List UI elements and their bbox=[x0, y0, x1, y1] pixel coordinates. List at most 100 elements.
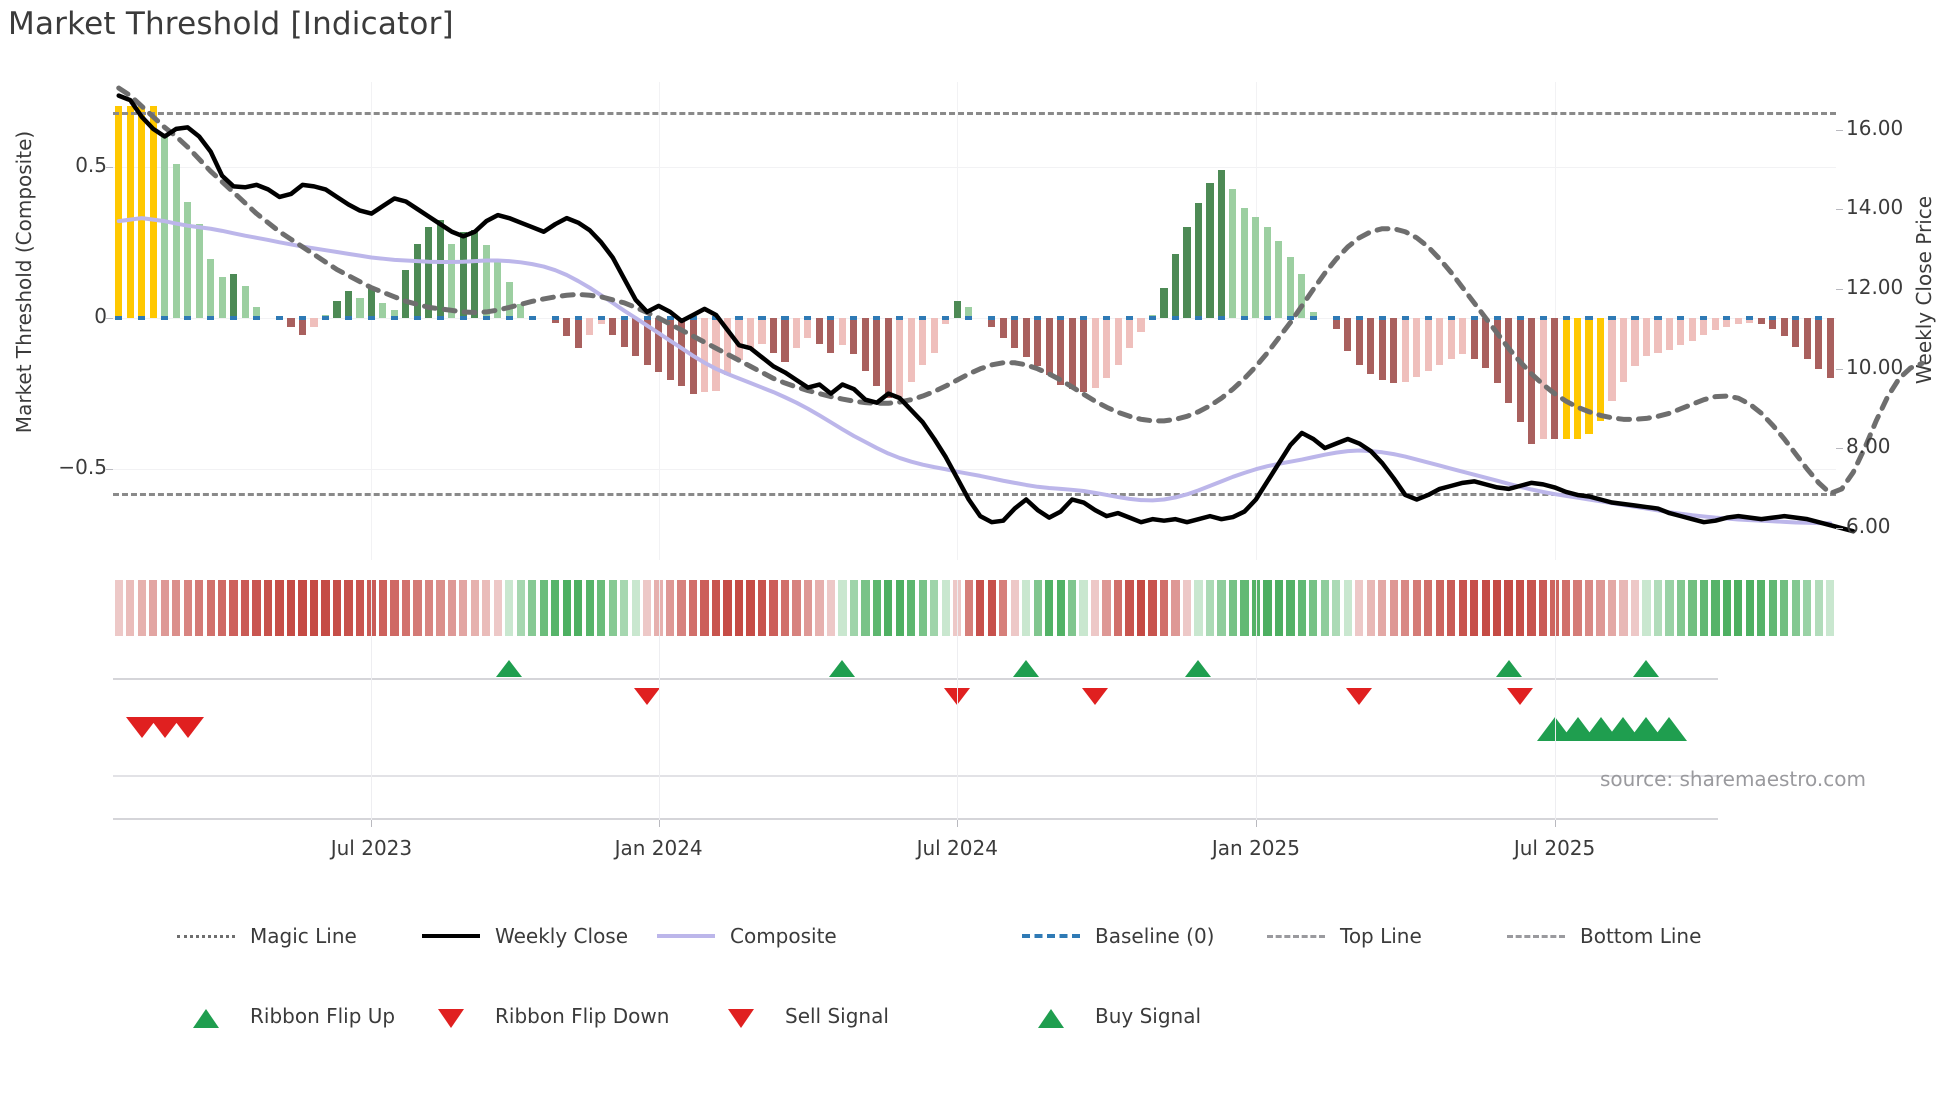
histogram-bar bbox=[149, 106, 157, 318]
histogram-bar bbox=[1436, 317, 1444, 365]
legend-item[interactable]: Weekly Close bbox=[420, 924, 628, 948]
histogram-bar bbox=[1470, 317, 1478, 359]
histogram-bar bbox=[1573, 317, 1582, 439]
ribbon-cell bbox=[126, 580, 135, 636]
ribbon-cell bbox=[1297, 580, 1306, 636]
histogram-bar bbox=[1585, 317, 1593, 435]
legend-item[interactable]: Magic Line bbox=[175, 924, 357, 948]
ribbon-cell bbox=[378, 580, 388, 636]
ribbon-cell bbox=[884, 580, 893, 636]
ribbon-cell bbox=[160, 580, 169, 636]
ribbon-cell bbox=[1217, 580, 1226, 636]
histogram-bar bbox=[1596, 317, 1605, 421]
baseline-dash bbox=[1171, 315, 1180, 320]
ribbon-cell bbox=[332, 580, 342, 636]
baseline-dash bbox=[367, 315, 375, 320]
ribbon-cell bbox=[1332, 580, 1341, 636]
histogram-bar bbox=[850, 317, 858, 355]
legend-item[interactable]: Baseline (0) bbox=[1020, 924, 1214, 948]
ribbon-cell bbox=[286, 580, 296, 636]
histogram-bar bbox=[632, 317, 640, 356]
baseline-dash bbox=[1355, 315, 1363, 320]
ribbon-cell bbox=[470, 580, 479, 636]
baseline-dash bbox=[1263, 315, 1271, 320]
ribbon-cell bbox=[1745, 580, 1754, 636]
histogram-bar bbox=[1171, 254, 1180, 318]
legend-item[interactable]: Top Line bbox=[1265, 924, 1422, 948]
baseline-dash bbox=[1217, 315, 1225, 320]
ribbon-cell bbox=[792, 580, 801, 636]
ribbon-cell bbox=[1090, 580, 1100, 636]
baseline-dash bbox=[551, 315, 559, 320]
ribbon-cell bbox=[803, 580, 813, 636]
magic-line bbox=[116, 85, 1925, 496]
histogram-bar bbox=[1826, 317, 1834, 379]
histogram-bar bbox=[1516, 317, 1524, 423]
ribbon-cell bbox=[849, 580, 859, 636]
ribbon-cell bbox=[642, 580, 652, 636]
ribbon-cell bbox=[1527, 580, 1536, 636]
plot-background bbox=[113, 82, 1836, 560]
ribbon-cell bbox=[1803, 580, 1812, 636]
histogram-bar bbox=[1792, 317, 1800, 347]
y-tick-mark-left bbox=[106, 317, 113, 319]
histogram-bar bbox=[1367, 317, 1375, 374]
legend-item[interactable]: Ribbon Flip Up bbox=[175, 1004, 395, 1028]
histogram-bar bbox=[609, 317, 617, 335]
histogram-bar bbox=[804, 317, 812, 338]
histogram-bar bbox=[999, 317, 1007, 338]
series-lines-layer bbox=[116, 85, 1925, 534]
ribbon-cell bbox=[1584, 580, 1594, 636]
legend-item[interactable]: Ribbon Flip Down bbox=[420, 1004, 669, 1028]
histogram-bar bbox=[356, 298, 364, 318]
ribbon-cell bbox=[252, 580, 261, 636]
histogram-bar bbox=[344, 290, 353, 318]
ribbon-cell bbox=[114, 580, 123, 636]
legend-item[interactable]: Bottom Line bbox=[1505, 924, 1701, 948]
histogram-bar bbox=[965, 307, 973, 318]
histogram-bar bbox=[172, 163, 180, 318]
ribbon-cell bbox=[723, 580, 732, 636]
ribbon-cell bbox=[1470, 580, 1479, 636]
legend-item[interactable]: Buy Signal bbox=[1020, 1004, 1201, 1028]
histogram-bar bbox=[1677, 317, 1685, 346]
baseline-dash bbox=[1631, 315, 1639, 320]
ribbon-cell bbox=[780, 580, 790, 636]
baseline-dash bbox=[850, 315, 858, 320]
histogram-bar bbox=[287, 317, 295, 328]
histogram-bar bbox=[1734, 317, 1742, 325]
ribbon-cell bbox=[551, 580, 560, 636]
histogram-bar bbox=[988, 317, 996, 328]
ribbon-cell bbox=[355, 580, 365, 636]
histogram-bar bbox=[1390, 317, 1398, 383]
y-tick-label-right: 10.00 bbox=[1846, 354, 1904, 379]
legend-label: Magic Line bbox=[250, 924, 357, 948]
dashed-gray-line-icon bbox=[1505, 925, 1567, 947]
legend-item[interactable]: Composite bbox=[655, 924, 837, 948]
dotted-gray-line-icon bbox=[175, 925, 237, 947]
histogram-bar bbox=[1229, 189, 1237, 318]
histogram-bar bbox=[448, 243, 456, 318]
histogram-bar bbox=[1711, 317, 1719, 331]
ribbon-cell bbox=[1366, 580, 1375, 636]
ribbon-cell bbox=[1711, 580, 1720, 636]
histogram-bar bbox=[161, 136, 169, 318]
ribbon-cell bbox=[1251, 580, 1261, 636]
ribbon-cell bbox=[987, 580, 996, 636]
baseline-dash bbox=[1194, 315, 1203, 320]
ribbon-cell bbox=[907, 580, 916, 636]
histogram-bar bbox=[218, 277, 226, 318]
x-tick-mark bbox=[658, 818, 660, 827]
histogram-bar bbox=[1091, 317, 1099, 388]
y-tick-mark-right bbox=[1836, 448, 1843, 450]
baseline-dash bbox=[298, 315, 307, 320]
histogram-bar bbox=[1769, 317, 1777, 329]
ribbon-cell bbox=[1148, 580, 1157, 636]
legend-item[interactable]: Sell Signal bbox=[710, 1004, 889, 1028]
ribbon-cell bbox=[999, 580, 1008, 636]
histogram-bar bbox=[1240, 207, 1248, 318]
ribbon-cell bbox=[1538, 580, 1548, 636]
ribbon-flip-down-marker bbox=[1507, 688, 1534, 705]
ribbon-cell bbox=[1286, 580, 1295, 636]
gridline-y bbox=[113, 166, 1836, 168]
